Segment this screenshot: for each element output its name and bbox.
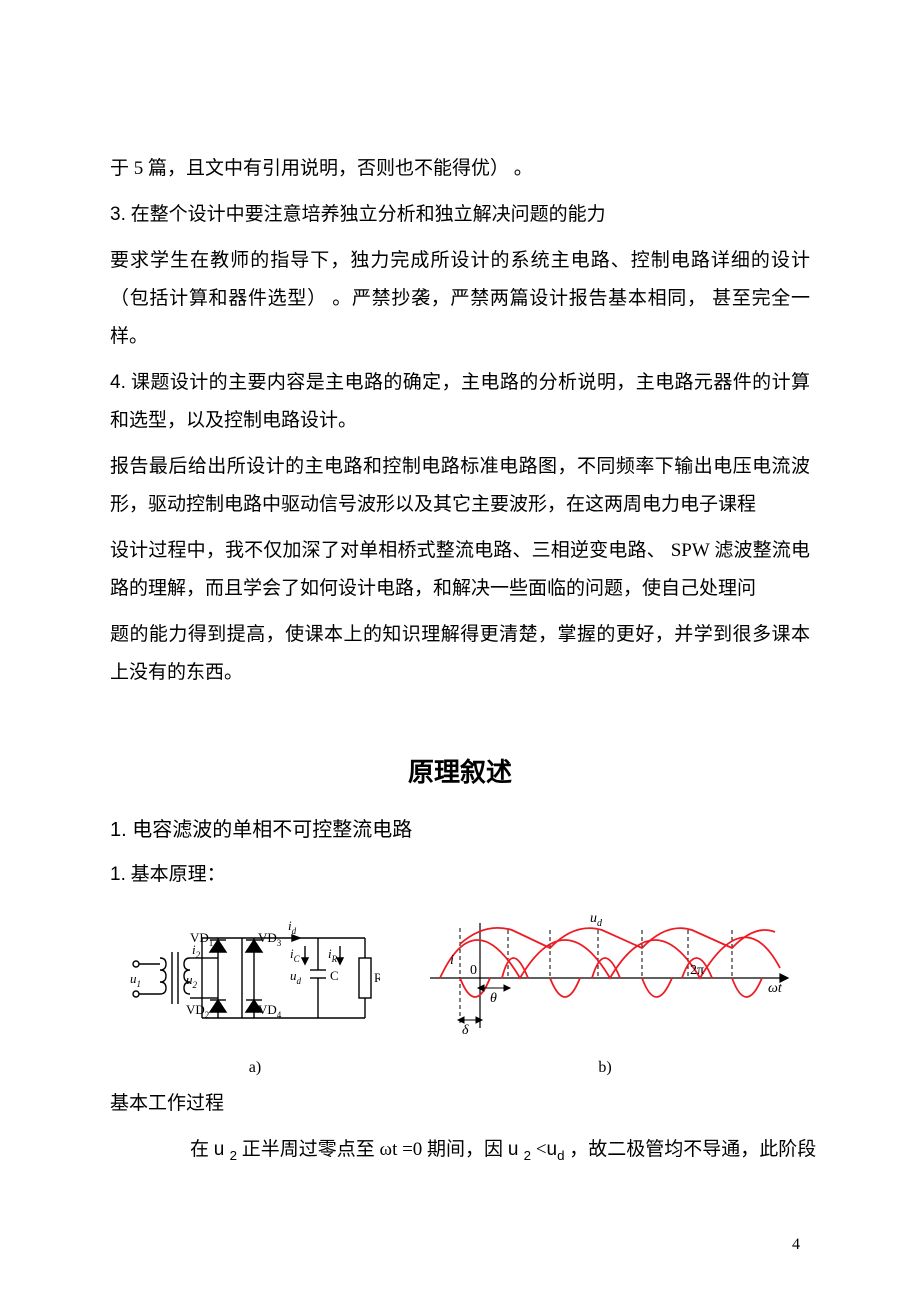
figure-b: ud i 0 θ δ 2π ωt b) <box>420 908 790 1077</box>
section1-title-text: 电容滤波的单相不可控整流电路 <box>127 819 413 841</box>
svg-text:θ: θ <box>490 991 497 1006</box>
pt-u2b: u 2 <box>508 1139 531 1160</box>
pt-3: t =0 期间，因 <box>392 1139 508 1160</box>
svg-text:id: id <box>288 918 297 936</box>
svg-text:2π: 2π <box>690 963 704 978</box>
section1-sub: 1. 基本原理： <box>110 856 810 894</box>
svg-text:C: C <box>330 968 339 983</box>
svg-text:ud: ud <box>590 911 603 929</box>
pt-omega: ω <box>380 1139 393 1160</box>
svg-text:u2: u2 <box>186 972 198 990</box>
pt-5: ，故二极管均不导通，此阶段 <box>565 1139 817 1160</box>
svg-text:VD2: VD2 <box>186 1002 209 1020</box>
section1-num: 1. <box>110 819 127 841</box>
svg-text:iC: iC <box>290 946 301 964</box>
para-3: 要求学生在教师的指导下，独力完成所设计的系统主电路、控制电路详细的设计（包括计算… <box>110 242 810 356</box>
figure-a-caption: a) <box>130 1059 380 1077</box>
svg-text:0: 0 <box>470 963 477 978</box>
figure-a: u1 u2 i2 VD1 VD2 VD3 VD4 id iC iR ud C R… <box>130 908 380 1077</box>
pt-1: 在 <box>190 1139 214 1160</box>
svg-text:ωt: ωt <box>768 981 783 996</box>
svg-text:u1: u1 <box>130 971 141 989</box>
para-1: 于 5 篇，且文中有引用说明，否则也不能得优） 。 <box>110 150 810 188</box>
figures-row: u1 u2 i2 VD1 VD2 VD3 VD4 id iC iR ud C R… <box>130 908 810 1077</box>
para-5: 报告最后给出所设计的主电路和控制电路标准电路图，不同频率下输出电压电流波形，驱动… <box>110 448 810 524</box>
page-number: 4 <box>792 1236 800 1254</box>
section1-title: 1. 电容滤波的单相不可控整流电路 <box>110 813 810 842</box>
pt-4: < <box>531 1139 546 1160</box>
para-2: 3. 在整个设计中要注意培养独立分析和独立解决问题的能力 <box>110 196 810 234</box>
para-4: 4. 课题设计的主要内容是主电路的确定，主电路的分析说明，主电路元器件的计算和选… <box>110 364 810 440</box>
waveform-svg: ud i 0 θ δ 2π ωt <box>420 908 790 1048</box>
process-text: 在 u 2 正半周过零点至 ωt =0 期间，因 u 2 <ud ，故二极管均不… <box>110 1131 810 1169</box>
item-num-4: 4. <box>110 372 126 393</box>
para-2-text: 在整个设计中要注意培养独立分析和独立解决问题的能力 <box>126 204 606 225</box>
pt-u2: u 2 <box>214 1139 237 1160</box>
section1-sub-text: 基本原理： <box>126 864 226 885</box>
svg-text:iR: iR <box>328 946 338 964</box>
svg-text:VD4: VD4 <box>258 1002 282 1020</box>
item-num-3: 3. <box>110 204 126 225</box>
circuit-diagram-svg: u1 u2 i2 VD1 VD2 VD3 VD4 id iC iR ud C R <box>130 908 380 1048</box>
para-7: 题的能力得到提高，使课本上的知识理解得更清楚，掌握的更好，并学到很多课本上没有的… <box>110 616 810 692</box>
section1-sub-num: 1. <box>110 864 126 885</box>
svg-text:ud: ud <box>290 968 302 986</box>
svg-text:δ: δ <box>462 1023 469 1038</box>
para-6: 设计过程中，我不仅加深了对单相桥式整流电路、三相逆变电路、 SPW 滤波整流电路… <box>110 532 810 608</box>
figure-b-caption: b) <box>420 1059 790 1077</box>
pt-2: 正半周过零点至 <box>237 1139 380 1160</box>
heading-principle: 原理叙述 <box>110 752 810 789</box>
process-label: 基本工作过程 <box>110 1085 810 1123</box>
svg-text:R: R <box>374 970 380 985</box>
pt-ud: ud <box>547 1139 565 1160</box>
svg-text:VD3: VD3 <box>258 930 282 948</box>
para-4-text: 课题设计的主要内容是主电路的确定，主电路的分析说明，主电路元器件的计算和选型，以… <box>110 372 810 431</box>
svg-text:i: i <box>450 953 454 968</box>
